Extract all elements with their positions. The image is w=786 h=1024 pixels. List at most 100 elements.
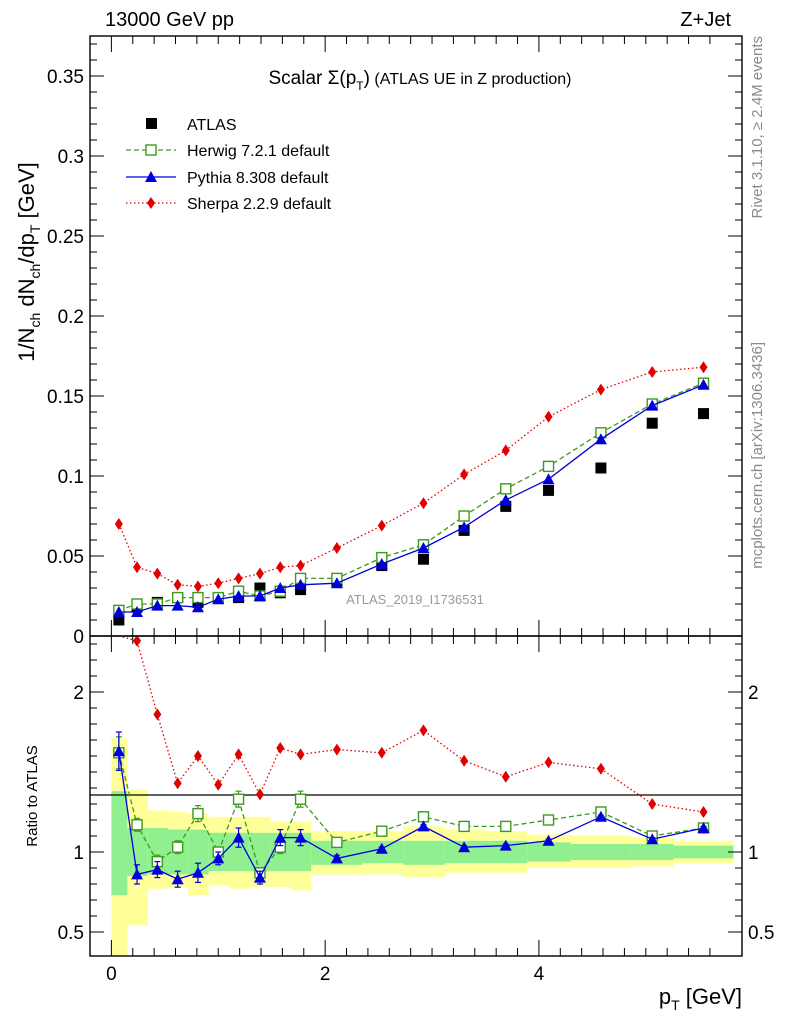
pythia-main-point: [375, 558, 388, 569]
main-y-tick-label: 0: [73, 627, 84, 648]
pythia-ratio-point: [191, 866, 204, 878]
legend-pythia-label: Pythia 8.308 default: [187, 170, 329, 187]
ratio-band-inner-bin: [188, 829, 209, 875]
ylabel-a: 1/N: [14, 328, 39, 362]
herwig-ratio-point: [542, 814, 555, 826]
ylabel-c: /dp: [14, 233, 39, 264]
ratio-y-tick-label: 0.5: [58, 923, 84, 944]
sherpa-ratio-point: [276, 742, 285, 754]
pythia-ratio-point: [499, 839, 512, 851]
ratio-ticks: 0.5 0.5 1 1 2 2 0 2 4: [58, 636, 774, 985]
sherpa-ratio-point: [544, 756, 553, 769]
sherpa-main-point: [234, 572, 243, 585]
legend: ATLAS Herwig 7.2.1 default Pythia 8.308 …: [126, 117, 332, 213]
main-title-word: Scalar: [268, 68, 327, 89]
ratio-y-tick-label-right: 2: [748, 683, 759, 704]
pythia-main-point: [274, 582, 287, 593]
x-tick-label: 0: [106, 964, 117, 985]
sherpa-ratio-point: [501, 770, 510, 783]
ratio-y-tick-label-right: 0.5: [748, 923, 774, 944]
legend-pythia-marker: [145, 171, 157, 182]
atlas-data-point: [698, 408, 710, 420]
sherpa-main-point: [460, 468, 469, 481]
ratio-y-tick-label-right: 1: [748, 843, 759, 864]
pythia-main-point: [294, 578, 307, 590]
main-y-tick-label: 0.3: [58, 147, 84, 168]
main-title: Scalar Σ(pT) (ATLAS UE in Z production): [268, 68, 571, 93]
ratio-y-tick-label: 2: [73, 683, 84, 704]
legend-item-sherpa: Sherpa 2.2.9 default: [126, 196, 332, 213]
pythia-main-point: [697, 378, 710, 390]
sherpa-ratio-point: [214, 778, 223, 791]
sherpa-main-point: [173, 578, 182, 591]
pythia-main-point: [646, 399, 659, 411]
pythia-main-point: [499, 494, 512, 505]
side-label-lower: mcplots.cern.ch [arXiv:1306.3436]: [749, 342, 766, 569]
pythia-main-line: [118, 384, 704, 613]
sherpa-main-point: [699, 361, 708, 374]
pythia-ratio-point: [131, 868, 144, 880]
sherpa-ratio-point: [419, 724, 428, 737]
ratio-band-inner-bin: [673, 845, 734, 859]
sherpa-ratio-point: [234, 748, 243, 761]
sherpa-main-point: [544, 410, 553, 423]
x-tick-label: 4: [534, 964, 545, 985]
xlabel-unit: [GeV]: [680, 984, 742, 1009]
sherpa-ratio-point: [193, 750, 202, 762]
sherpa-main-point: [596, 383, 605, 396]
xlabel-p: p: [659, 984, 671, 1009]
sherpa-main-point: [296, 559, 305, 572]
pythia-main-point: [131, 606, 144, 617]
sherpa-main-point: [133, 561, 142, 574]
side-label-upper: Rivet 3.1.10, ≥ 2.4M events: [749, 36, 766, 219]
ratio-bands: [111, 738, 734, 956]
pythia-ratio-point: [697, 822, 710, 833]
main-series: [112, 361, 710, 626]
sherpa-main-line: [118, 366, 704, 588]
main-y-tick-label: 0.1: [58, 467, 84, 488]
herwig-ratio-point: [417, 811, 430, 823]
herwig-ratio-point: [500, 820, 512, 833]
main-y-tick-label: 0.35: [47, 67, 84, 88]
main-y-tick-label: 0.25: [47, 227, 84, 248]
xlabel-sub: T: [671, 997, 680, 1013]
pythia-ratio-point: [646, 833, 659, 845]
legend-item-herwig: Herwig 7.2.1 default: [126, 143, 330, 160]
ratio-y-axis-label: Ratio to ATLAS: [24, 745, 41, 846]
main-title-sigma: Σ(p: [328, 68, 357, 89]
pythia-main-point: [417, 542, 430, 553]
ratio-band-inner-bin: [527, 842, 571, 862]
x-tick-label: 2: [320, 964, 331, 985]
herwig-ratio-point: [171, 841, 184, 853]
sherpa-main-point: [276, 561, 285, 574]
x-axis-label: pT [GeV]: [659, 984, 742, 1013]
atlas-data-point: [113, 614, 125, 626]
pythia-ratio-point: [542, 834, 555, 846]
legend-herwig-marker: [145, 144, 157, 156]
pythia-main-point: [212, 593, 225, 605]
legend-herwig-label: Herwig 7.2.1 default: [187, 143, 330, 160]
sherpa-ratio-point: [133, 634, 142, 647]
sherpa-ratio-point: [648, 798, 657, 810]
legend-atlas-marker: [146, 118, 157, 129]
pythia-main-point: [542, 473, 555, 485]
sherpa-ratio-point: [296, 748, 305, 761]
main-title-subscript: T: [356, 79, 364, 93]
legend-sherpa-label: Sherpa 2.2.9 default: [187, 196, 332, 213]
pythia-ratio-point: [274, 831, 287, 843]
sherpa-main-point: [153, 567, 162, 580]
pythia-main-point: [330, 577, 343, 589]
atlas-data-point: [595, 462, 607, 474]
sherpa-ratio-point: [255, 788, 264, 801]
herwig-ratio-point: [232, 793, 245, 805]
herwig-ratio-point: [376, 825, 388, 837]
pythia-main-point: [112, 606, 125, 617]
legend-item-pythia: Pythia 8.308 default: [126, 170, 329, 187]
pythia-ratio-point: [232, 831, 245, 843]
pythia-main-point: [171, 599, 184, 611]
pythia-ratio-point: [151, 863, 164, 875]
main-y-tick-label: 0.15: [47, 387, 84, 408]
pythia-ratio-point: [253, 871, 266, 883]
ylabel-a-sub: ch: [27, 313, 43, 328]
pythia-ratio-point: [112, 745, 125, 757]
